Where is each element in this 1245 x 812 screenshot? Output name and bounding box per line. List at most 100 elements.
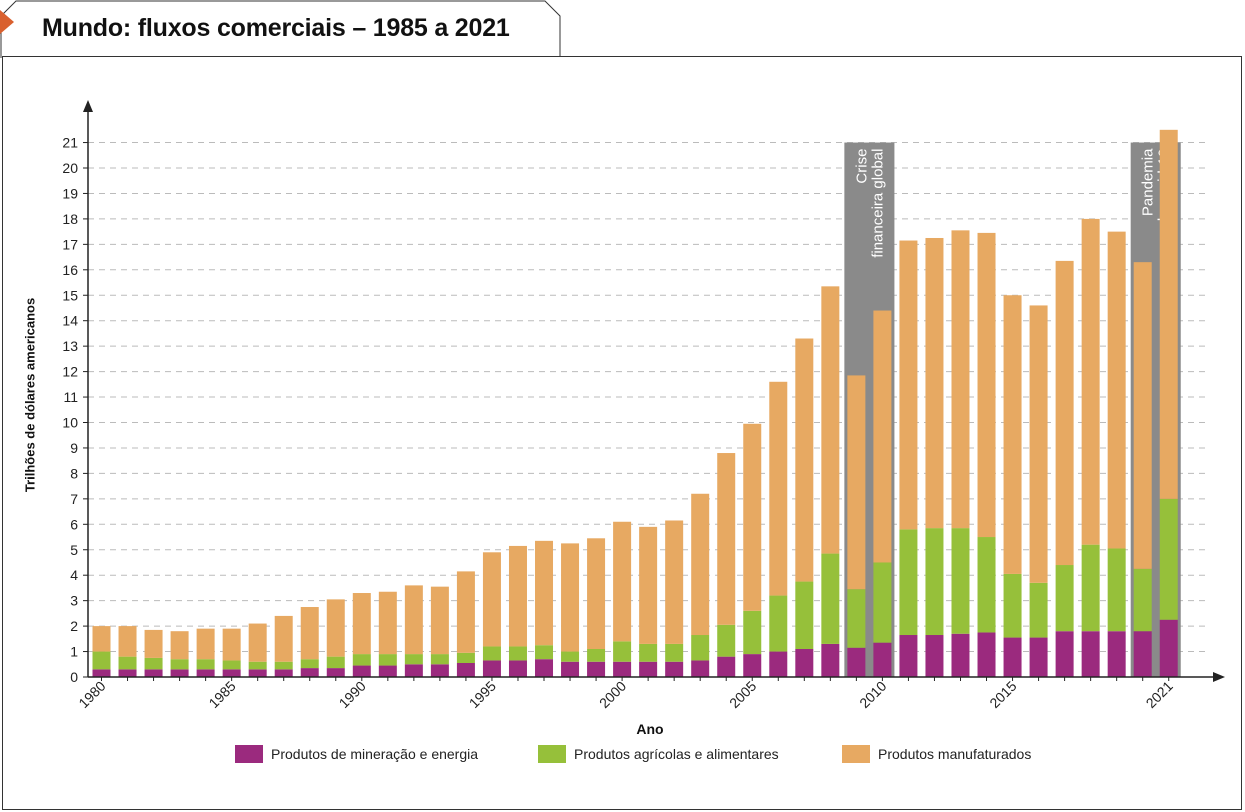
- bar-manuf: [274, 615, 293, 662]
- y-tick-label: 7: [70, 491, 78, 507]
- bar-agri: [1003, 573, 1022, 638]
- bar-agri: [561, 651, 580, 662]
- bar-mining: [1107, 631, 1126, 677]
- x-tick-label: 1990: [336, 678, 369, 711]
- bar-agri: [1081, 544, 1100, 632]
- bar-agri: [847, 589, 866, 648]
- bar-manuf: [925, 237, 944, 529]
- bar-mining: [769, 651, 788, 677]
- bar-mining: [873, 642, 892, 677]
- bar-agri: [925, 528, 944, 636]
- bar-manuf: [665, 520, 684, 644]
- chart-title: Mundo: fluxos comerciais – 1985 a 2021: [42, 14, 510, 42]
- y-axis-label: Trilhões de dólares americanos: [22, 297, 38, 493]
- legend-label-mining: Produtos de mineração e energia: [271, 746, 479, 762]
- bar-mining: [535, 659, 554, 677]
- bar-manuf: [222, 628, 241, 661]
- bar-agri: [795, 581, 814, 650]
- bar-agri: [743, 610, 762, 655]
- bar-agri: [352, 654, 371, 666]
- bar-agri: [977, 537, 996, 633]
- bar-manuf: [1081, 218, 1100, 545]
- bar-agri: [613, 641, 632, 662]
- y-tick-label: 2: [70, 618, 78, 634]
- title-tab-shape: [0, 0, 561, 58]
- bar-mining: [352, 665, 371, 677]
- legend-item-agri: Produtos agrícolas e alimentares: [538, 745, 779, 763]
- legend-item-manuf: Produtos manufaturados: [842, 745, 1031, 763]
- bar-manuf: [1159, 129, 1178, 499]
- bar-agri: [196, 659, 215, 670]
- bar-mining: [248, 669, 267, 677]
- bar-manuf: [1029, 305, 1048, 583]
- bar-mining: [456, 663, 475, 677]
- bar-mining: [144, 669, 163, 677]
- bar-agri: [665, 643, 684, 662]
- y-tick-label: 17: [62, 236, 78, 252]
- bar-mining: [613, 661, 632, 677]
- bar-mining: [977, 632, 996, 677]
- bar-agri: [170, 659, 189, 670]
- bar-mining: [92, 669, 111, 677]
- y-tick-label: 8: [70, 465, 78, 481]
- bar-mining: [482, 660, 501, 677]
- bar-manuf: [951, 230, 970, 529]
- bar-mining: [118, 669, 137, 677]
- legend-swatch-manuf: [842, 745, 870, 763]
- y-tick-label: 12: [62, 364, 78, 380]
- bar-manuf: [456, 571, 475, 653]
- y-tick-label: 20: [62, 160, 78, 176]
- bar-manuf: [1055, 260, 1074, 566]
- bar-manuf: [118, 626, 137, 657]
- bar-manuf: [639, 526, 658, 644]
- bar-agri: [1029, 582, 1048, 638]
- y-axis-arrow: [83, 100, 93, 112]
- bar-agri: [456, 652, 475, 664]
- y-tick-label: 1: [70, 644, 78, 660]
- bar-mining: [300, 668, 319, 677]
- bar-mining: [1081, 631, 1100, 677]
- bar-agri: [821, 553, 840, 644]
- bar-manuf: [1003, 295, 1022, 574]
- x-tick-label: 2021: [1143, 678, 1176, 711]
- bar-mining: [587, 661, 606, 677]
- bar-manuf: [248, 623, 267, 662]
- bar-manuf: [144, 629, 163, 658]
- bar-mining: [1133, 631, 1152, 677]
- bar-manuf: [300, 607, 319, 660]
- bar-agri: [1159, 498, 1178, 620]
- annotation-label-line: Crise: [853, 149, 870, 184]
- bar-mining: [925, 635, 944, 677]
- bar-mining: [1055, 631, 1074, 677]
- bar-agri: [248, 661, 267, 670]
- bar-manuf: [404, 585, 423, 655]
- bar-manuf: [873, 310, 892, 563]
- y-tick-label: 13: [62, 338, 78, 354]
- bar-agri: [404, 654, 423, 665]
- bar-mining: [326, 668, 345, 677]
- bar-agri: [769, 595, 788, 652]
- bar-mining: [561, 661, 580, 677]
- bar-manuf: [326, 599, 345, 657]
- bar-manuf: [613, 521, 632, 642]
- x-axis-arrow: [1213, 672, 1225, 682]
- bar-manuf: [378, 591, 397, 655]
- x-tick-label: 1985: [205, 678, 238, 711]
- y-tick-label: 11: [63, 389, 78, 405]
- y-tick-label: 6: [70, 516, 78, 532]
- x-tick-label: 1995: [466, 678, 499, 711]
- bar-agri: [691, 635, 710, 661]
- bar-agri: [274, 661, 293, 670]
- legend-label-manuf: Produtos manufaturados: [878, 746, 1032, 762]
- bar-mining: [430, 664, 449, 677]
- y-tick-label: 10: [62, 415, 78, 431]
- y-tick-label: 15: [62, 287, 78, 303]
- bar-agri: [222, 660, 241, 670]
- y-tick-label: 18: [62, 211, 78, 227]
- bar-agri: [873, 562, 892, 643]
- bar-mining: [1159, 619, 1178, 677]
- bar-agri: [639, 643, 658, 662]
- bar-mining: [404, 664, 423, 677]
- bar-manuf: [196, 628, 215, 660]
